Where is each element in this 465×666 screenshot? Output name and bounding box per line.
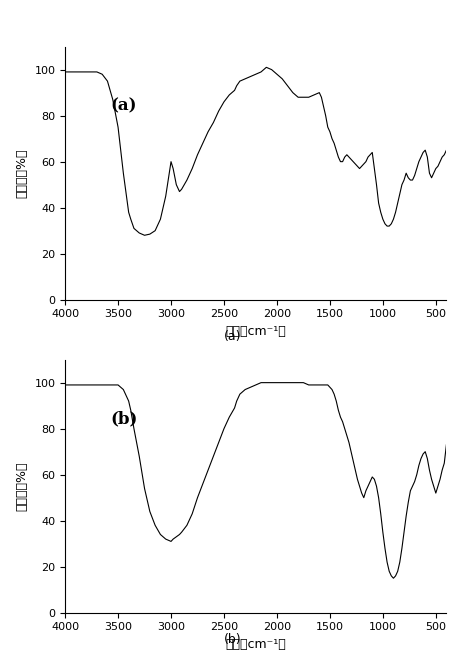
Text: (b): (b) [111, 410, 138, 427]
Text: (a): (a) [224, 330, 241, 343]
Y-axis label: 透光率（%）: 透光率（%） [16, 149, 29, 198]
Y-axis label: 透光率（%）: 透光率（%） [16, 462, 29, 511]
X-axis label: 波数（cm⁻¹）: 波数（cm⁻¹） [226, 325, 286, 338]
Text: (b): (b) [224, 633, 241, 646]
Text: (a): (a) [111, 97, 137, 114]
X-axis label: 波数（cm⁻¹）: 波数（cm⁻¹） [226, 638, 286, 651]
